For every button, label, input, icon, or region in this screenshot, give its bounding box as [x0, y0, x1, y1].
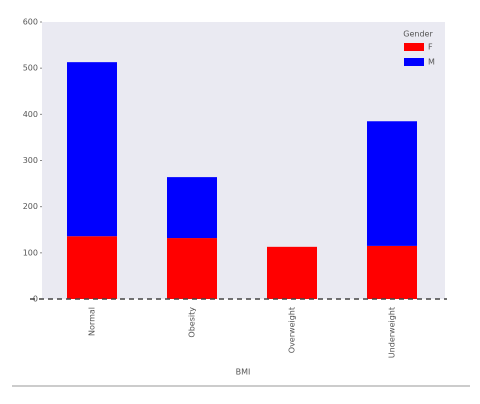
bar-segment	[367, 121, 417, 246]
bar-segment	[267, 246, 317, 299]
bar-segment	[167, 238, 217, 299]
bar-segment	[67, 236, 117, 299]
y-tick-label: 300	[23, 156, 38, 165]
x-tick-label: Normal	[88, 307, 97, 336]
legend-swatch	[404, 58, 424, 66]
y-tick-label: 200	[23, 202, 38, 211]
x-tick-label: Overweight	[288, 307, 297, 353]
bar-segment	[67, 62, 117, 237]
legend-label: F	[428, 43, 433, 52]
x-tick-label: Underweight	[388, 307, 397, 358]
x-tick-label: Obesity	[188, 307, 197, 338]
y-tick-label: 600	[23, 18, 38, 27]
y-tick-label: 0	[33, 295, 38, 304]
y-tick-label: 500	[23, 64, 38, 73]
x-axis-label: BMI	[236, 368, 251, 377]
y-tick-label: 100	[23, 248, 38, 257]
bar-segment	[367, 245, 417, 299]
legend-swatch	[404, 43, 424, 51]
legend-label: M	[428, 58, 435, 67]
bar-segment	[167, 177, 217, 239]
legend-title: Gender	[403, 30, 433, 39]
y-tick-label: 400	[23, 110, 38, 119]
